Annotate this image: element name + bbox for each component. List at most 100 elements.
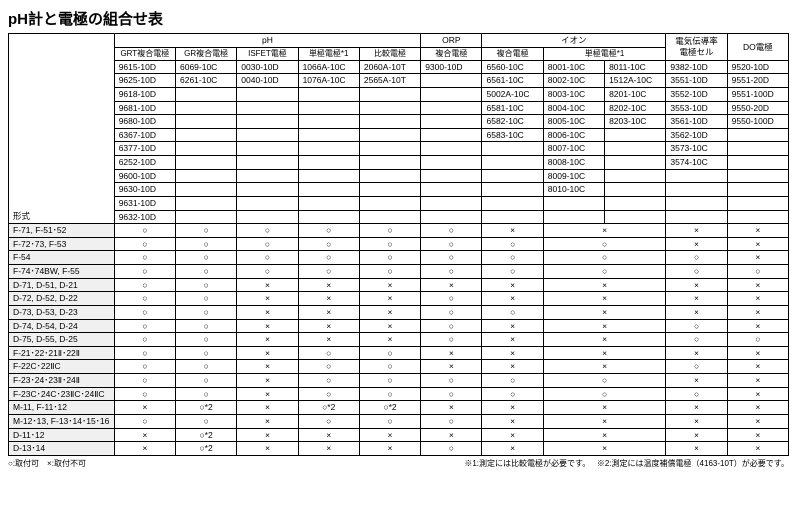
part-number [605,142,666,156]
compat-cell: ○ [421,442,482,456]
part-number: 8005-10C [543,115,604,129]
compat-cell: × [298,319,359,333]
part-number: 8003-10C [543,87,604,101]
part-number [237,128,298,142]
part-number [359,128,420,142]
compat-cell: ○ [114,265,175,279]
compat-cell: × [359,333,420,347]
part-number: 3574-10C [666,156,727,170]
compat-cell: ○ [175,224,236,238]
part-number: 9632-10D [114,210,175,224]
compat-cell: × [114,428,175,442]
compat-cell: ○ [237,265,298,279]
compat-cell: ○ [114,305,175,319]
compat-cell: × [543,428,666,442]
compat-cell: × [543,224,666,238]
compat-cell: × [298,333,359,347]
part-number [666,169,727,183]
part-number [421,128,482,142]
compat-cell: ○ [175,319,236,333]
part-number [237,101,298,115]
compat-cell: × [237,414,298,428]
compat-cell: ○ [114,319,175,333]
compat-cell: × [482,224,543,238]
part-number: 8006-10C [543,128,604,142]
part-number: 6561-10C [482,74,543,88]
compat-cell: × [359,319,420,333]
part-number: 6261-10C [175,74,236,88]
compat-cell: × [482,278,543,292]
model-name: F-22C･22ⅡC [9,360,115,374]
part-number [421,210,482,224]
sub-header: 複合電極 [421,47,482,60]
compat-cell: ○ [421,333,482,347]
legend-note-1: ※1:測定には比較電極が必要です。 [464,459,590,468]
part-number [175,128,236,142]
compat-cell: × [298,292,359,306]
part-number [175,142,236,156]
model-name: F-23･24･23Ⅱ･24Ⅱ [9,374,115,388]
row-label: 形式 [9,34,115,224]
part-number [482,196,543,210]
part-number: 8009-10C [543,169,604,183]
compat-cell: ○ [298,374,359,388]
compat-cell: × [727,292,788,306]
part-number: 9550-20D [727,101,788,115]
compat-cell: × [237,346,298,360]
part-number: 9300-10D [421,60,482,74]
compat-cell: ○ [114,414,175,428]
part-number [421,142,482,156]
compat-cell: × [727,251,788,265]
compat-cell: ○ [421,305,482,319]
compat-cell: ○ [298,360,359,374]
part-number [359,87,420,101]
compat-cell: ○ [298,346,359,360]
compat-cell: × [421,360,482,374]
compat-cell: × [237,401,298,415]
compat-cell: × [359,442,420,456]
compat-cell: ○ [482,265,543,279]
compat-cell: × [482,360,543,374]
compat-cell: ○ [543,237,666,251]
compat-cell: × [666,442,727,456]
compat-cell: ○ [543,251,666,265]
part-number: 6582-10C [482,115,543,129]
part-number: 6581-10C [482,101,543,115]
part-number [605,128,666,142]
compat-cell: × [666,237,727,251]
part-number [237,196,298,210]
compat-cell: ○ [237,224,298,238]
part-number: 9600-10D [114,169,175,183]
compat-table: 形式pHORPイオン電気伝導率電極セルDO電極GRT複合電極GR複合電極ISFE… [8,33,789,456]
compat-cell: ○ [175,292,236,306]
part-number [421,183,482,197]
compat-cell: ○ [359,251,420,265]
compat-cell: × [727,278,788,292]
compat-cell: ○ [175,251,236,265]
part-number [605,156,666,170]
part-number [666,196,727,210]
model-name: D-74, D-54, D-24 [9,319,115,333]
part-number: 6560-10C [482,60,543,74]
compat-cell: × [237,333,298,347]
part-number [421,115,482,129]
part-number [727,210,788,224]
part-number [359,156,420,170]
compat-cell: × [482,333,543,347]
compat-cell: × [727,319,788,333]
part-number [175,156,236,170]
part-number [175,169,236,183]
part-number [543,196,604,210]
compat-cell: ○ [298,251,359,265]
compat-cell: ○*2 [175,401,236,415]
part-number [421,156,482,170]
sub-header: 単極電極*1 [543,47,666,60]
part-number [175,183,236,197]
compat-cell: × [421,278,482,292]
part-number: 6367-10D [114,128,175,142]
part-number [421,169,482,183]
compat-cell: × [727,414,788,428]
part-number [359,101,420,115]
part-number [298,210,359,224]
part-number [421,101,482,115]
